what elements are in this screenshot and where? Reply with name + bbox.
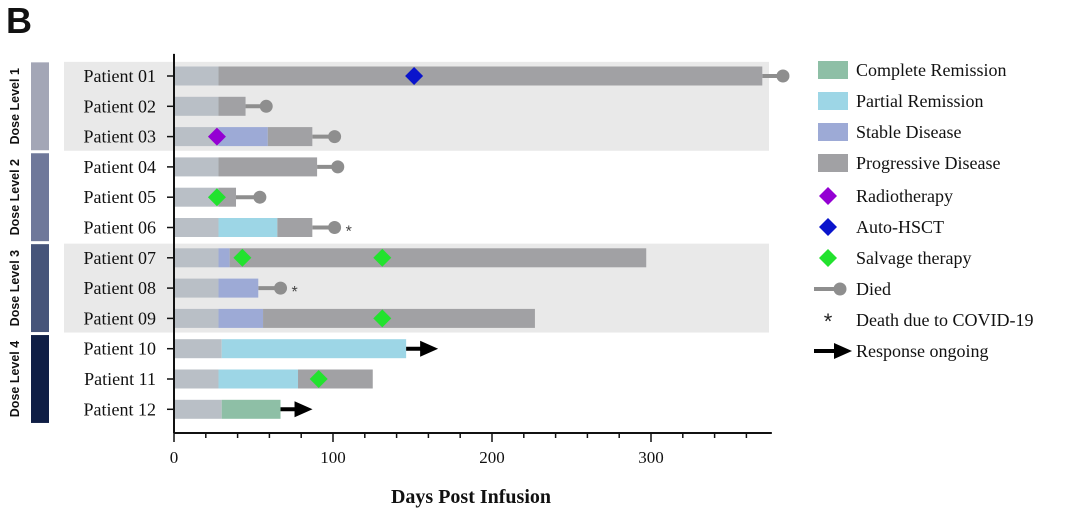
bar-segment-baseline: [174, 187, 219, 207]
patient-label: Patient 12: [84, 399, 157, 419]
legend-swatch-star: *: [824, 309, 833, 334]
legend-label: Radiotherapy: [856, 186, 953, 206]
bar-segment-baseline: [174, 96, 219, 116]
legend-label: Death due to COVID-19: [856, 310, 1033, 330]
dose-level-block: [31, 244, 49, 333]
bar-segment-baseline: [174, 127, 219, 147]
died-marker: [328, 130, 342, 144]
legend-label: Partial Remission: [856, 91, 984, 111]
bar-segment-baseline: [174, 66, 219, 86]
dose-level-sidebar: Dose Level 1 Dose Level 2 Dose Level 3 Dose…: [8, 62, 49, 423]
bar-segment-stable-disease: [218, 248, 230, 268]
legend-label: Stable Disease: [856, 122, 961, 142]
dose-level-label: Dose Level 1: [8, 68, 22, 144]
legend-label: Salvage therapy: [856, 248, 971, 268]
covid-death-marker: *: [292, 284, 298, 301]
legend-swatch-diamond: [819, 218, 837, 236]
legend-swatch-box: [818, 61, 848, 79]
patient-label: Patient 07: [84, 248, 157, 268]
bar-segment-stable-disease: [218, 127, 268, 147]
bar-segment-baseline: [174, 369, 219, 389]
response-ongoing-arrow: [294, 401, 313, 418]
bar-segment-stable-disease: [218, 308, 264, 328]
legend-swatch-diamond: [819, 249, 837, 267]
bar-segment-baseline: [174, 218, 219, 237]
bar-segment-baseline: [174, 157, 219, 177]
x-tick-label: 300: [638, 448, 664, 467]
dose-level-label: Dose Level 3: [8, 250, 22, 326]
dose-level-block: [31, 62, 49, 151]
bar-segment-baseline: [174, 339, 222, 359]
bar-segment-baseline: [174, 399, 222, 419]
patient-label: Patient 06: [84, 218, 157, 238]
bar-segment-progressive-disease: [298, 369, 373, 389]
died-marker: [253, 190, 267, 204]
x-axis-title: Days Post Infusion: [391, 486, 551, 508]
axes: 0 100 200 300: [167, 53, 772, 467]
bar-segment-partial-remission: [218, 369, 299, 389]
legend-label: Complete Remission: [856, 60, 1007, 80]
patient-label: Patient 01: [84, 66, 157, 86]
auto-hsct-marker: [405, 67, 424, 85]
panel-label: B: [6, 0, 32, 41]
patient-label: Patient 11: [84, 369, 156, 389]
bar-segment-progressive-disease: [263, 308, 535, 328]
died-marker: [274, 281, 288, 295]
legend-swatch-diamond: [819, 187, 837, 205]
bar-segment-progressive-disease: [229, 248, 647, 268]
radiotherapy-marker: [207, 127, 226, 146]
legend-swatch-box: [818, 92, 848, 110]
legend-swatch-arrow: [834, 343, 852, 359]
legend-swatch-box: [818, 154, 848, 172]
patient-label: Patient 02: [84, 96, 157, 116]
died-marker: [259, 99, 273, 113]
x-tick-label: 0: [170, 448, 179, 467]
response-ongoing-arrow: [420, 340, 439, 357]
dose-level-block: [31, 335, 49, 423]
legend: Complete Remission Partial Remission Stabl…: [814, 60, 1033, 361]
died-marker: [776, 69, 790, 83]
bar-segment-progressive-disease: [267, 127, 313, 147]
covid-death-marker: *: [346, 224, 352, 241]
patient-label: Patient 08: [84, 278, 157, 298]
salvage-therapy-marker: [373, 248, 392, 267]
bar-segment-progressive-disease: [218, 157, 318, 177]
bar-segment-progressive-disease: [218, 66, 763, 86]
legend-swatch-box: [818, 123, 848, 141]
dose-level-label: Dose Level 4: [8, 341, 22, 417]
salvage-therapy-marker: [207, 188, 226, 207]
dose-level-block: [31, 153, 49, 242]
patient-label: Patient 04: [84, 157, 157, 177]
patient-bars: Patient 01 Patient 02 Patient 03 Patient 04…: [84, 66, 790, 419]
bar-segment-baseline: [174, 308, 219, 328]
bar-segment-progressive-disease: [218, 96, 246, 116]
x-tick-label: 100: [320, 448, 346, 467]
salvage-therapy-marker: [309, 370, 328, 388]
legend-label: Progressive Disease: [856, 153, 1000, 173]
patient-label: Patient 10: [84, 339, 157, 359]
x-tick-label: 200: [479, 448, 505, 467]
patient-label: Patient 03: [84, 127, 157, 147]
salvage-therapy-marker: [373, 309, 392, 328]
bar-segment-complete-remission: [221, 399, 281, 419]
patient-label: Patient 05: [84, 187, 157, 207]
legend-label: Auto-HSCT: [856, 217, 944, 237]
died-marker: [331, 160, 345, 174]
dose-level-label: Dose Level 2: [8, 159, 22, 235]
bar-segment-baseline: [174, 248, 219, 268]
died-marker: [328, 221, 342, 234]
patient-label: Patient 09: [84, 308, 157, 328]
bar-segment-stable-disease: [218, 278, 259, 298]
bar-segment-baseline: [174, 278, 219, 298]
legend-label: Died: [856, 279, 891, 299]
bar-segment-partial-remission: [221, 339, 407, 359]
legend-label: Response ongoing: [856, 341, 989, 361]
bar-segment-partial-remission: [218, 218, 278, 237]
bar-segment-progressive-disease: [218, 187, 237, 207]
legend-swatch-died-marker: [833, 282, 847, 296]
bar-segment-progressive-disease: [277, 218, 313, 237]
salvage-therapy-marker: [233, 248, 252, 267]
